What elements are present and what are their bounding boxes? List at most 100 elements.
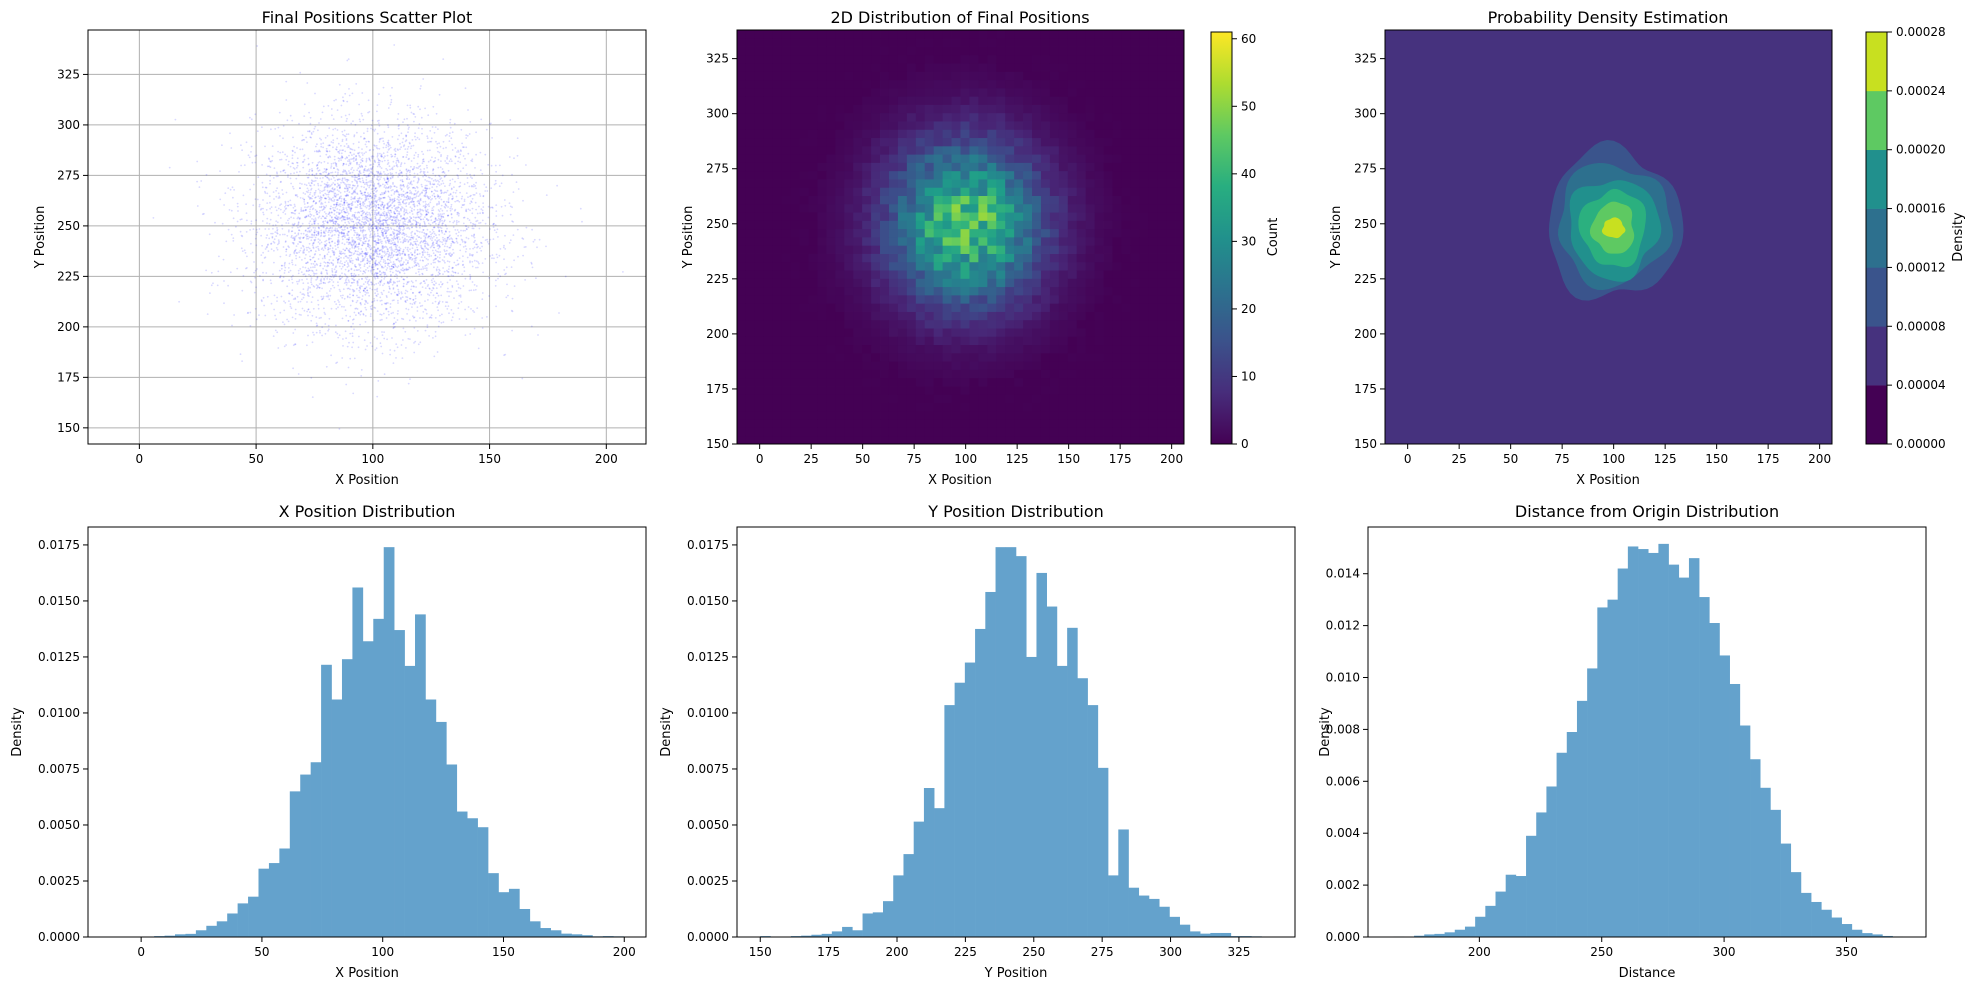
scatter-point — [470, 201, 473, 204]
scatter-point — [324, 332, 327, 335]
scatter-point — [419, 242, 421, 244]
scatter-point — [331, 187, 334, 190]
scatter-point — [422, 229, 425, 231]
scatter-point — [309, 197, 312, 199]
scatter-point — [324, 192, 327, 195]
scatter-point — [306, 310, 308, 313]
scatter-point — [385, 241, 387, 244]
scatter-point — [387, 142, 390, 145]
scatter-point — [277, 347, 280, 349]
scatter-point — [466, 134, 469, 137]
scatter-point — [370, 271, 373, 273]
scatter-point — [205, 173, 208, 176]
scatter-point — [446, 260, 449, 263]
scatter-point — [435, 282, 437, 285]
scatter-point — [353, 269, 356, 272]
scatter-point — [312, 200, 315, 202]
scatter-point — [333, 167, 335, 170]
scatter-point — [390, 211, 393, 214]
scatter-point — [430, 137, 433, 140]
scatter-point — [360, 197, 363, 200]
scatter-point — [359, 203, 361, 206]
scatter-point — [388, 201, 391, 203]
scatter-point — [395, 206, 398, 209]
scatter-point — [323, 230, 325, 233]
scatter-point — [343, 282, 346, 284]
scatter-point — [367, 228, 370, 230]
scatter-point — [343, 232, 345, 235]
scatter-point — [482, 206, 485, 208]
scatter-point — [391, 219, 393, 222]
scatter-point — [352, 274, 355, 277]
scatter-point — [354, 197, 356, 200]
scatter-point — [294, 209, 297, 211]
scatter-point — [345, 156, 348, 159]
scatter-point — [410, 165, 412, 168]
scatter-point — [334, 183, 336, 186]
scatter-point — [387, 211, 390, 214]
scatter-point — [406, 191, 409, 194]
scatter-point — [239, 353, 242, 356]
scatter-point — [356, 253, 359, 256]
scatter-point — [398, 231, 400, 233]
scatter-point — [467, 226, 470, 229]
scatter-point — [405, 156, 408, 159]
scatter-point — [375, 195, 377, 198]
scatter-point — [344, 211, 347, 214]
scatter-point — [422, 160, 424, 163]
scatter-point — [344, 261, 346, 264]
scatter-point — [445, 252, 448, 255]
scatter-point — [375, 214, 378, 216]
scatter-point — [450, 309, 453, 311]
scatter-point — [393, 197, 396, 200]
scatter-point — [292, 206, 295, 209]
scatter-point — [419, 317, 421, 319]
scatter-point — [473, 241, 475, 244]
scatter-point — [416, 246, 418, 249]
scatter-point — [341, 272, 343, 275]
scatter-point — [389, 204, 392, 207]
scatter-point — [168, 166, 171, 169]
scatter-point — [440, 217, 443, 219]
scatter-point — [399, 254, 401, 257]
scatter-point — [391, 256, 394, 259]
scatter-point — [375, 226, 378, 229]
scatter-point — [361, 260, 364, 263]
scatter-point — [404, 220, 406, 223]
scatter-point — [284, 240, 287, 243]
scatter-point — [382, 251, 384, 253]
scatter-point — [302, 139, 304, 141]
scatter-point — [363, 263, 366, 266]
scatter-point — [262, 199, 264, 201]
scatter-point — [336, 222, 339, 225]
scatter-point — [383, 278, 386, 280]
scatter-point — [380, 248, 383, 251]
scatter-point — [337, 142, 340, 145]
scatter-point — [294, 210, 296, 212]
scatter-point — [382, 284, 384, 287]
scatter-point — [315, 201, 317, 204]
scatter-point — [240, 218, 243, 221]
scatter-point — [240, 164, 243, 167]
scatter-point — [405, 177, 408, 180]
scatter-point — [346, 234, 349, 237]
scatter-point — [305, 246, 308, 249]
scatter-point — [401, 233, 403, 236]
scatter-point — [383, 302, 386, 305]
scatter-point — [332, 209, 335, 211]
scatter-point — [349, 163, 352, 166]
scatter-point — [370, 283, 373, 286]
scatter-point — [373, 268, 375, 271]
scatter-point — [439, 272, 441, 275]
scatter-point — [416, 185, 418, 188]
scatter-point — [441, 230, 443, 232]
scatter-point — [358, 286, 361, 289]
scatter-point — [363, 137, 366, 140]
scatter-point — [457, 177, 460, 180]
scatter-point — [303, 203, 306, 205]
scatter-point — [390, 281, 392, 284]
scatter-point — [332, 264, 334, 267]
scatter-point — [425, 218, 428, 220]
scatter-point — [432, 287, 435, 290]
scatter-point — [364, 200, 366, 203]
